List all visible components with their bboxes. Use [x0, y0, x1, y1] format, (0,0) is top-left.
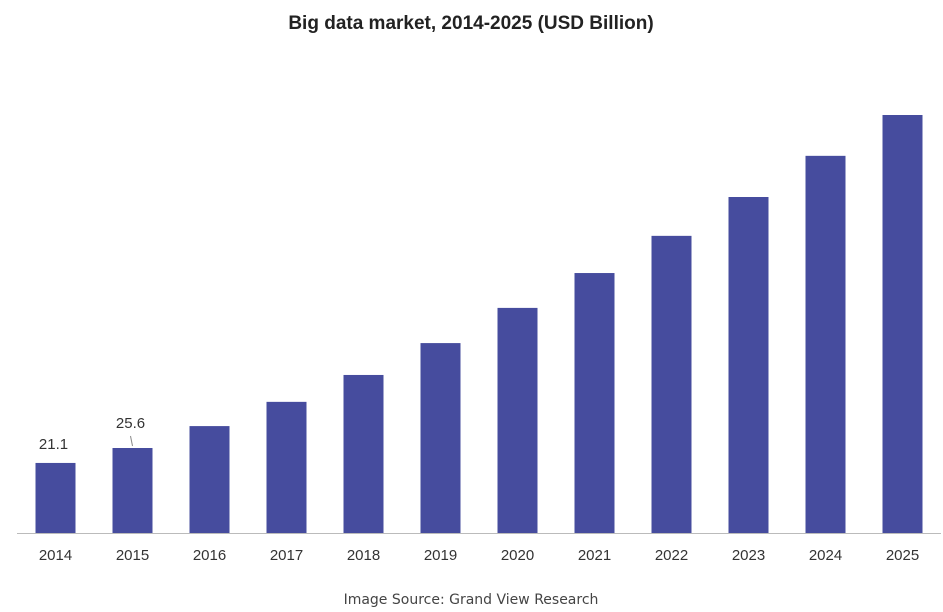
- bar: [497, 307, 538, 533]
- bar: [882, 115, 923, 533]
- source-note: Image Source: Grand View Research: [344, 592, 599, 608]
- x-tick-label: 2019: [424, 547, 457, 564]
- bar: [35, 462, 76, 533]
- x-tick-label: 2025: [886, 547, 919, 564]
- bar: [112, 448, 153, 533]
- bar: [651, 235, 692, 533]
- value-label: 25.6: [116, 415, 145, 432]
- bar: [343, 374, 384, 533]
- bar: [805, 155, 846, 534]
- x-tick-label: 2014: [39, 547, 72, 564]
- x-tick-label: 2020: [501, 547, 534, 564]
- bar: [266, 401, 307, 533]
- x-tick-label: 2017: [270, 547, 303, 564]
- chart-title: Big data market, 2014-2025 (USD Billion): [288, 13, 653, 34]
- bar: [189, 426, 230, 533]
- x-tick-label: 2022: [655, 547, 688, 564]
- value-label: 21.1: [39, 436, 68, 453]
- x-tick-label: 2015: [116, 547, 149, 564]
- x-tick-label: 2016: [193, 547, 226, 564]
- x-tick-label: 2021: [578, 547, 611, 564]
- label-leader: [130, 435, 133, 447]
- bar: [574, 273, 615, 533]
- bar: [728, 197, 769, 533]
- x-tick-label: 2024: [809, 547, 842, 564]
- x-tick-label: 2018: [347, 547, 380, 564]
- bar: [420, 343, 461, 533]
- x-tick-label: 2023: [732, 547, 765, 564]
